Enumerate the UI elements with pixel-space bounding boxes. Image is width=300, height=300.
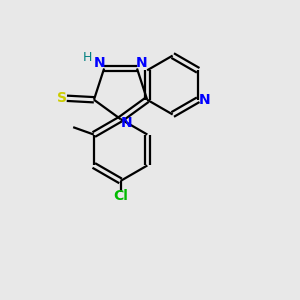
Text: S: S bbox=[57, 91, 67, 105]
Text: H: H bbox=[83, 51, 93, 64]
Text: Cl: Cl bbox=[113, 189, 128, 202]
Text: N: N bbox=[94, 56, 106, 70]
Text: N: N bbox=[121, 116, 132, 130]
Text: N: N bbox=[199, 93, 210, 107]
Text: N: N bbox=[136, 56, 147, 70]
